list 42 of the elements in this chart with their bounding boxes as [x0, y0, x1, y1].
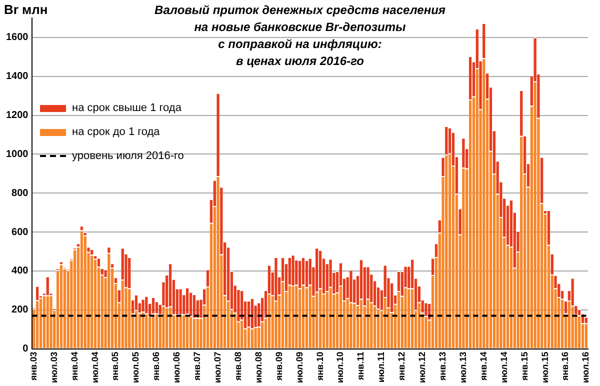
x-tick-label: июл.07: [212, 352, 223, 384]
legend-label: уровень июля 2016-го: [71, 149, 184, 164]
x-tick-label: янв.12: [396, 352, 407, 381]
x-tick-label: янв.06: [151, 352, 162, 381]
x-tick-label: июл.16: [580, 352, 591, 384]
x-tick-label: июл.10: [335, 352, 346, 384]
x-tick-label: июл.11: [376, 352, 386, 383]
x-tick-label: июл.14: [498, 352, 509, 384]
y-tick-label: 400: [12, 266, 29, 277]
legend-label: на срок до 1 года: [71, 125, 161, 140]
x-tick-label: янв.07: [192, 352, 202, 381]
x-tick-label: янв.13: [437, 352, 448, 381]
x-tick-label: июл.06: [172, 352, 182, 384]
x-tick-label: янв.14: [478, 352, 488, 381]
x-tick-label: янв.08: [232, 352, 243, 381]
x-tick-label: июл.04: [90, 352, 100, 384]
y-tick-label: 1200: [6, 110, 29, 122]
x-tick-label: янв.03: [28, 352, 38, 381]
x-tick-label: июл.09: [294, 352, 304, 384]
x-tick-label: июл.15: [540, 352, 550, 384]
x-tick-label: янв.05: [110, 352, 120, 381]
x-tick-label: июл.13: [458, 352, 468, 384]
x-tick-label: июл.03: [48, 352, 59, 384]
y-tick-label: 1600: [6, 32, 29, 44]
x-tick-label: янв.16: [560, 352, 570, 381]
x-tick-label: июл.12: [417, 352, 428, 384]
x-tick-label: июл.08: [253, 352, 264, 384]
y-tick-label: 600: [12, 226, 29, 238]
y-tick-label: 800: [12, 188, 29, 199]
text: Валовый приток денежных средств населения на новые банковские Br-депозиты с поправкой на инфляцию: в ценах июля 2016-го: [154, 2, 446, 70]
y-tick-label: 0: [22, 344, 29, 355]
x-tick-label: янв.10: [314, 352, 325, 381]
x-tick-label: янв.15: [519, 352, 530, 381]
x-tick-label: июл.05: [130, 352, 141, 384]
x-tick-label: янв.11: [356, 352, 366, 380]
y-tick-label: 1400: [6, 71, 29, 82]
y-axis-title: Br млн: [4, 2, 48, 17]
legend-label: на срок свыше 1 года: [71, 101, 182, 116]
y-tick-label: 200: [12, 304, 29, 316]
x-tick-label: янв.09: [274, 352, 284, 381]
x-tick-label: янв.04: [69, 352, 80, 381]
y-tick-label: 1000: [6, 148, 29, 160]
